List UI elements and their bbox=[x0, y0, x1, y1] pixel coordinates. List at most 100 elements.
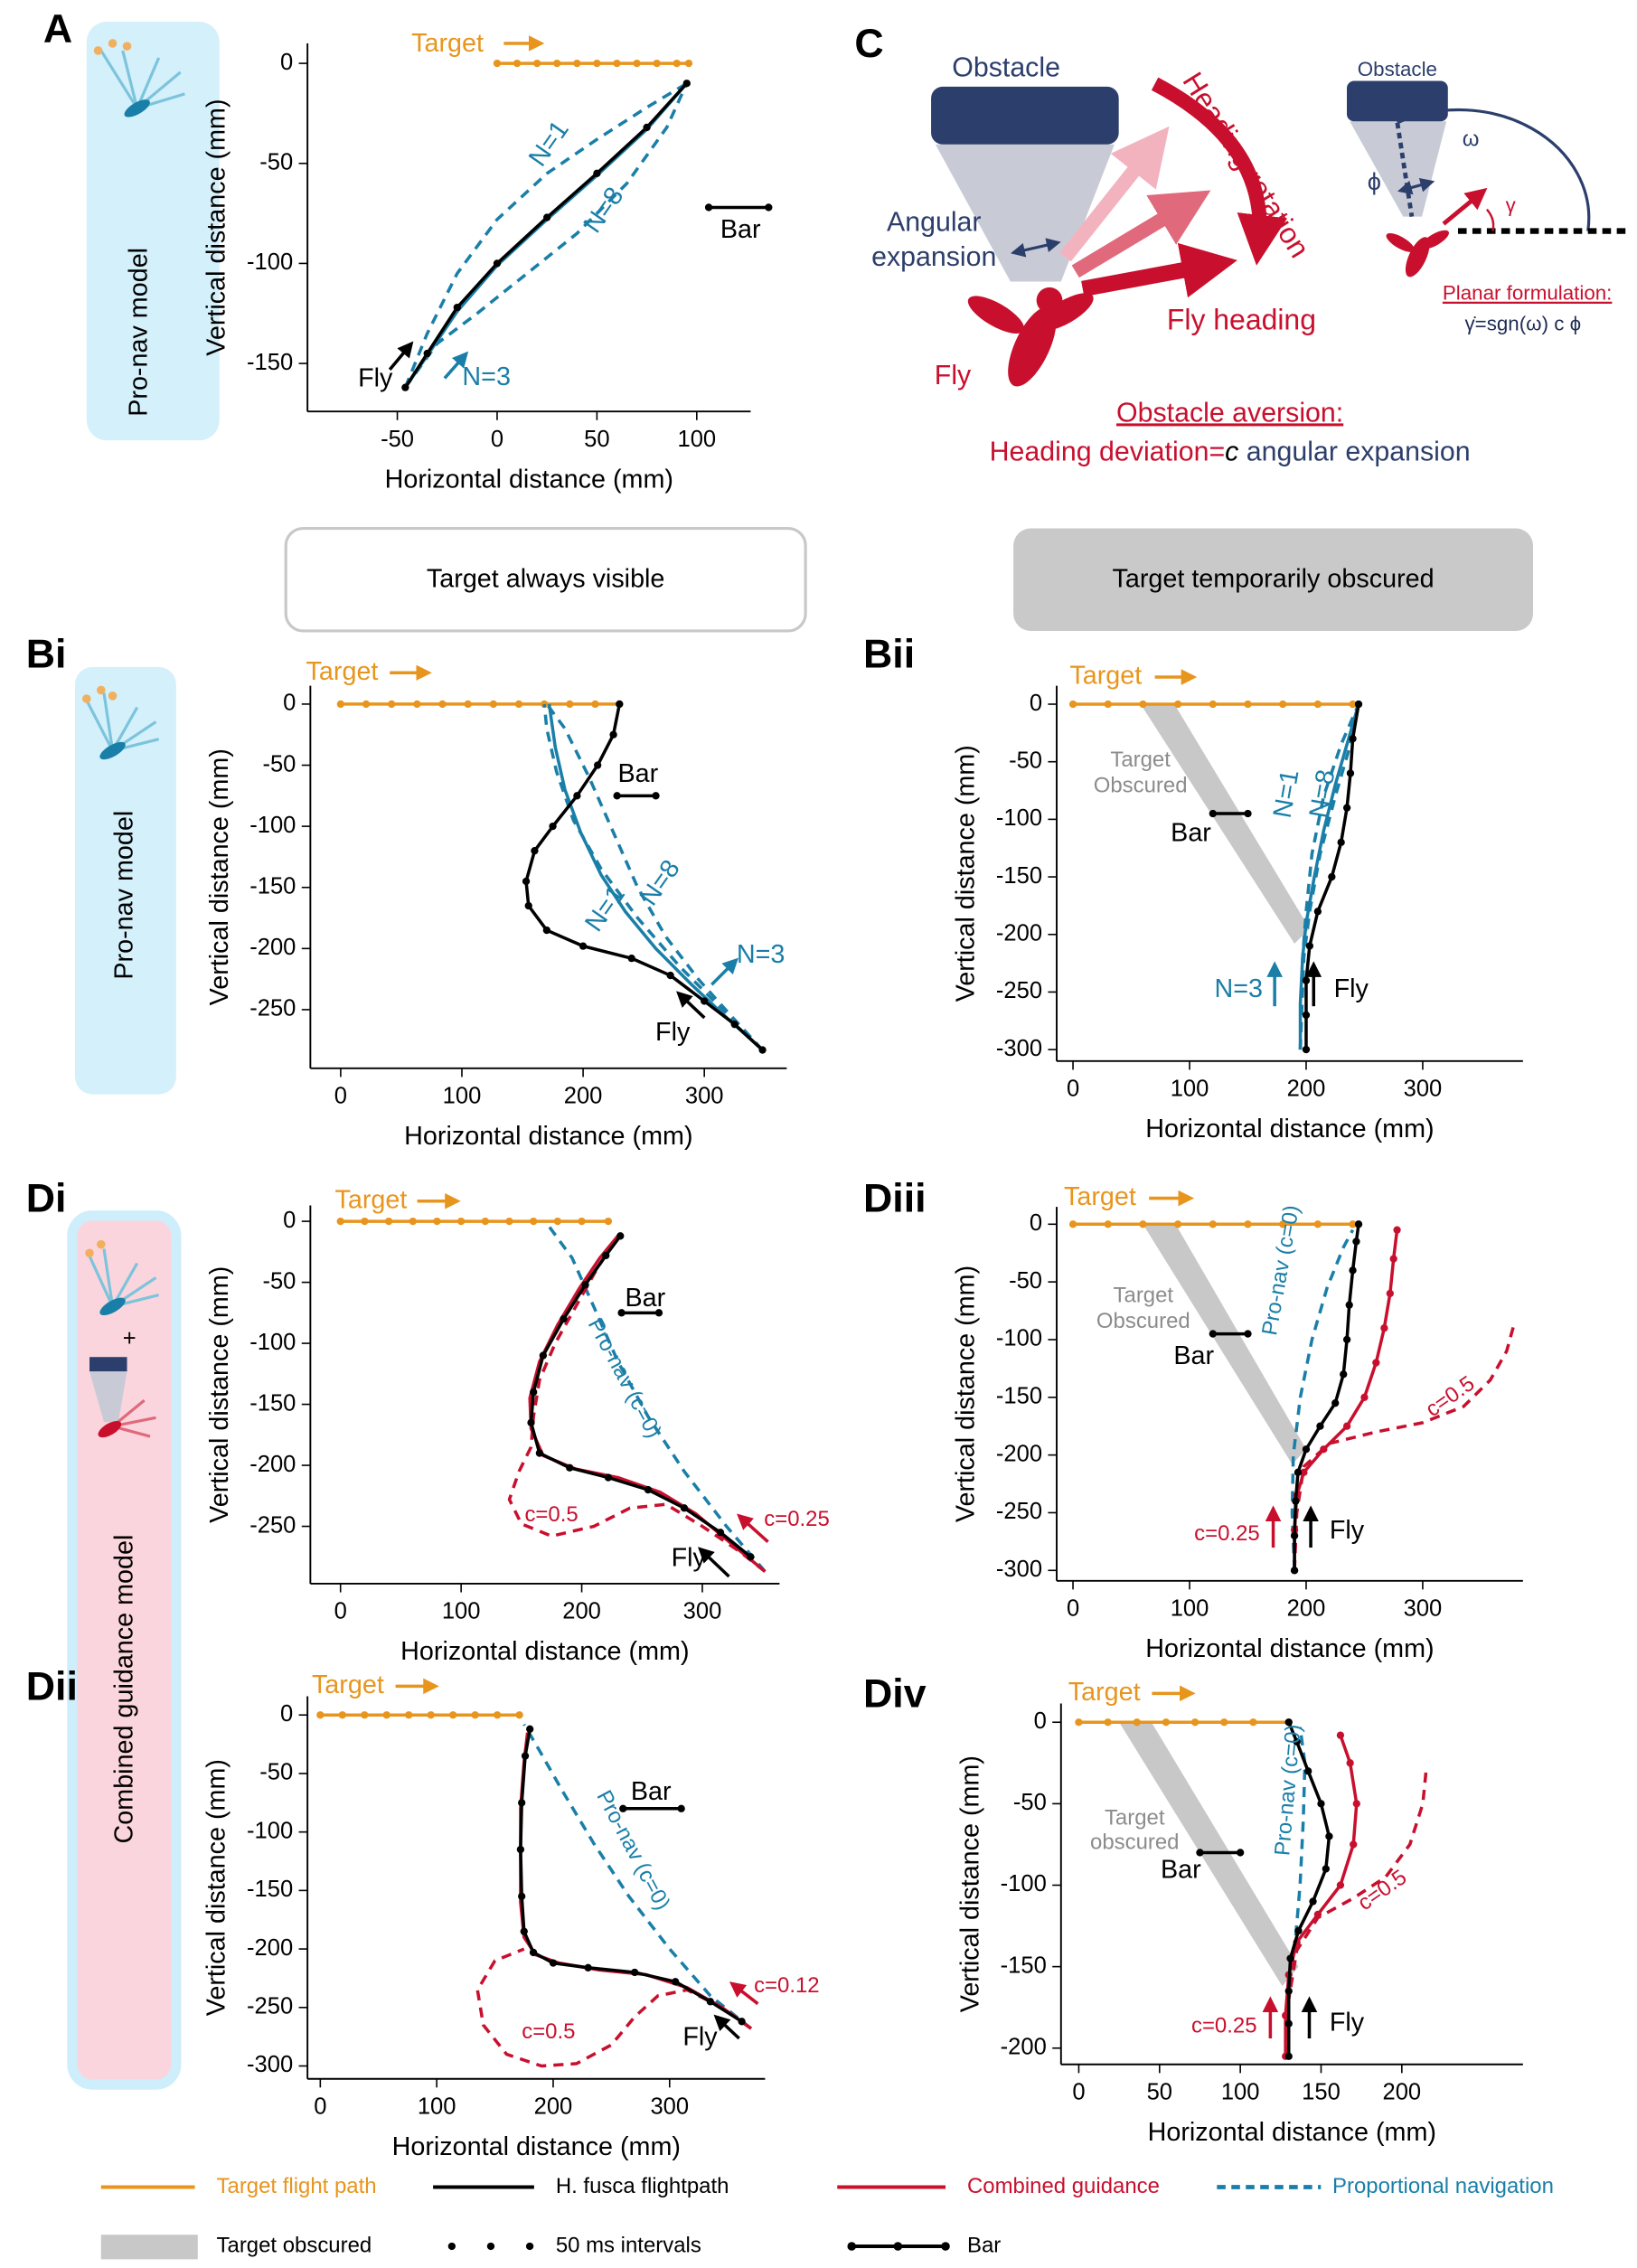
heading-arrow bbox=[1081, 242, 1237, 298]
trajectory bbox=[522, 1723, 753, 2030]
point bbox=[449, 1711, 457, 1719]
x-tick-label: 0 bbox=[334, 1599, 347, 1624]
point bbox=[1209, 1220, 1217, 1228]
x-axis-label: Horizontal distance (mm) bbox=[400, 1637, 689, 1666]
diagram-c: C Obstacle Angular expansion Heading rot… bbox=[854, 22, 1632, 467]
point bbox=[1139, 1220, 1147, 1228]
point bbox=[1279, 1220, 1287, 1228]
trajectory bbox=[1293, 1325, 1516, 1571]
point bbox=[1302, 1045, 1311, 1054]
point bbox=[652, 792, 660, 800]
y-axis-label: Vertical distance (mm) bbox=[202, 99, 231, 355]
point bbox=[531, 847, 539, 855]
x-tick-label: 300 bbox=[1404, 1077, 1443, 1102]
annotation: Target bbox=[306, 657, 379, 686]
point bbox=[553, 59, 561, 68]
point bbox=[1336, 1731, 1345, 1739]
annotation: c=0.25 bbox=[764, 1507, 830, 1531]
point bbox=[1173, 1220, 1182, 1228]
point bbox=[388, 700, 396, 709]
point bbox=[515, 1711, 523, 1719]
annotation: Target bbox=[1068, 1678, 1141, 1707]
trajectory bbox=[547, 703, 764, 1051]
annotation: Pro-nav (c=0) bbox=[583, 1314, 666, 1442]
point bbox=[613, 792, 621, 800]
y-tick-label: -50 bbox=[1013, 1790, 1047, 1815]
point bbox=[682, 80, 691, 88]
point bbox=[1342, 804, 1351, 812]
point bbox=[1352, 1800, 1360, 1808]
annotation: c=0.5 bbox=[522, 2019, 575, 2044]
point bbox=[493, 1711, 502, 1719]
point bbox=[704, 203, 713, 212]
point bbox=[1104, 1220, 1112, 1228]
annotation: N=3 bbox=[462, 362, 511, 391]
point bbox=[1349, 1220, 1357, 1228]
point bbox=[566, 700, 574, 709]
point bbox=[604, 1473, 613, 1482]
omega-label: ω bbox=[1463, 127, 1480, 151]
point bbox=[654, 1309, 663, 1317]
y-tick-label: 0 bbox=[280, 1701, 293, 1727]
point bbox=[453, 303, 461, 312]
point bbox=[532, 59, 541, 68]
point bbox=[1349, 700, 1357, 709]
x-axis-label: Horizontal distance (mm) bbox=[1145, 1115, 1434, 1143]
trajectory bbox=[519, 1728, 743, 2023]
point bbox=[513, 59, 522, 68]
point bbox=[338, 1711, 346, 1719]
point bbox=[1305, 942, 1313, 950]
pointer-arrow bbox=[388, 341, 414, 372]
y-tick-label: -150 bbox=[996, 1384, 1042, 1409]
annotation: Bar bbox=[626, 1284, 666, 1313]
x-tick-label: 100 bbox=[677, 427, 716, 452]
point bbox=[666, 971, 674, 980]
fly-label: Fly bbox=[935, 361, 972, 391]
annotation: Bar bbox=[1171, 819, 1211, 848]
x-tick-label: 0 bbox=[1072, 2079, 1085, 2104]
point bbox=[1290, 1567, 1299, 1575]
y-tick-label: -50 bbox=[1009, 1268, 1042, 1294]
annotation: c=0.5 bbox=[524, 1502, 578, 1527]
annotation: N=8 bbox=[579, 182, 630, 238]
point bbox=[653, 59, 661, 68]
pointer-arrow bbox=[737, 1513, 769, 1543]
point bbox=[1286, 1954, 1294, 1962]
legend-label: H. fusca flightpath bbox=[556, 2174, 729, 2198]
trajectory bbox=[1286, 1721, 1331, 2056]
aversion-formula: Heading deviation=c angular expansion bbox=[990, 438, 1471, 467]
header-box bbox=[284, 526, 807, 633]
x-tick-label: 150 bbox=[1302, 2079, 1341, 2104]
obscured-band bbox=[1140, 704, 1310, 944]
point bbox=[1236, 1849, 1245, 1857]
annotation: c=0.5 bbox=[1353, 1865, 1411, 1915]
point bbox=[336, 1217, 344, 1226]
chart: Diii 0 100 200 300 -300 -250 -200 -150 -100 -50 0 Ho… bbox=[863, 1177, 1523, 1663]
y-axis-label: Vertical distance (mm) bbox=[205, 1266, 234, 1523]
point bbox=[1196, 1849, 1204, 1857]
trajectory bbox=[524, 703, 764, 1051]
point bbox=[1316, 1422, 1324, 1430]
y-tick-label: -100 bbox=[1001, 1871, 1047, 1896]
y-tick-label: -150 bbox=[247, 1877, 293, 1902]
point bbox=[1337, 838, 1345, 847]
annotation: Bar bbox=[1161, 1855, 1201, 1884]
fly-icon bbox=[1386, 230, 1449, 278]
trajectory bbox=[529, 1235, 752, 1558]
y-tick-label: 0 bbox=[283, 1208, 296, 1233]
x-tick-label: 100 bbox=[1171, 1595, 1209, 1621]
annotation: Obscured bbox=[1096, 1309, 1190, 1333]
x-tick-label: 100 bbox=[443, 1084, 482, 1109]
point bbox=[701, 997, 709, 1005]
point bbox=[1349, 1266, 1357, 1275]
legend-swatch bbox=[941, 2242, 950, 2251]
point bbox=[1340, 1370, 1348, 1379]
point bbox=[1350, 1840, 1358, 1849]
phi-label: ϕ bbox=[1368, 167, 1381, 195]
x-tick-label: 300 bbox=[685, 1084, 724, 1109]
point bbox=[529, 1948, 538, 1957]
point bbox=[1190, 1718, 1200, 1727]
point bbox=[1342, 1422, 1351, 1430]
point bbox=[560, 1314, 568, 1323]
point bbox=[1104, 1718, 1112, 1727]
